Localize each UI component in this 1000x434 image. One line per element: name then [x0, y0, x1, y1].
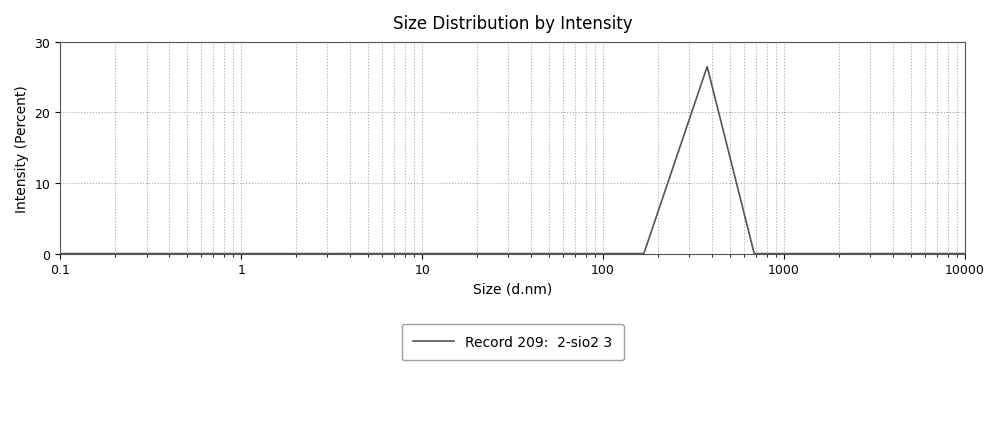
Legend: Record 209:  2-sio2 3: Record 209: 2-sio2 3 — [402, 324, 624, 361]
Y-axis label: Intensity (Percent): Intensity (Percent) — [15, 85, 29, 212]
X-axis label: Size (d.nm): Size (d.nm) — [473, 282, 552, 296]
Title: Size Distribution by Intensity: Size Distribution by Intensity — [393, 15, 632, 33]
